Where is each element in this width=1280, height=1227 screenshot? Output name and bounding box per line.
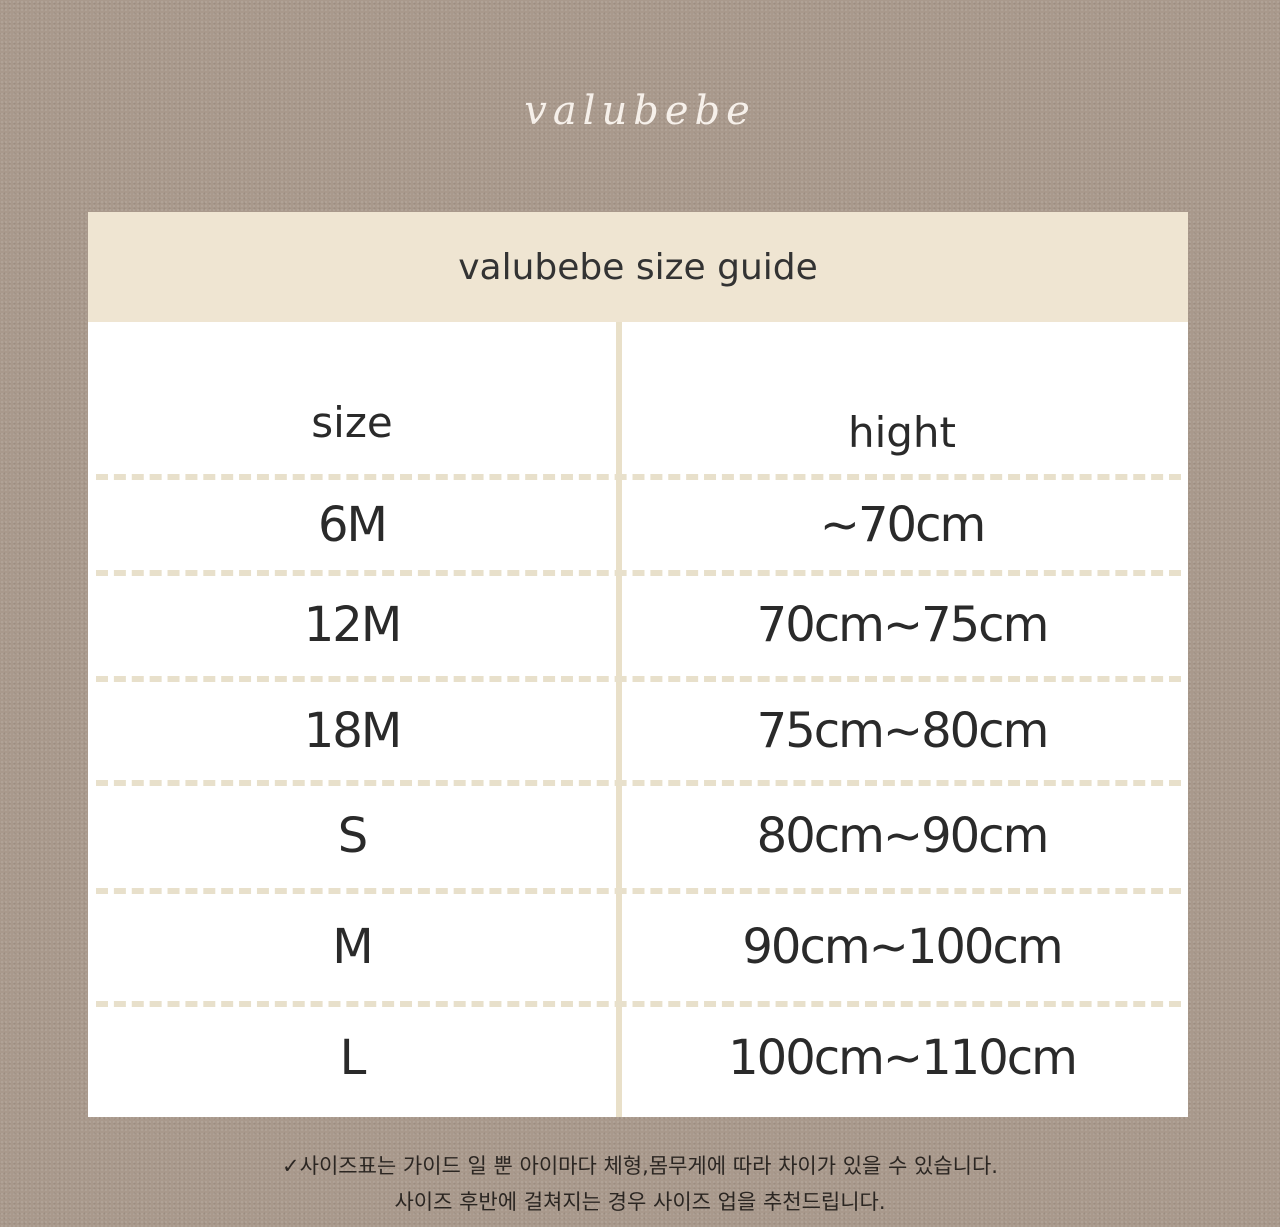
table-row: 12M 70cm~75cm	[88, 574, 1188, 676]
size-guide-table: valubebe size guide size hight 6M ~70cm 1…	[88, 212, 1188, 1117]
height-cell: 90cm~100cm	[742, 919, 1063, 975]
table-row: 18M 75cm~80cm	[88, 680, 1188, 782]
brand-logo: valubebe	[524, 88, 756, 134]
row-separator	[96, 780, 1181, 786]
row-separator	[96, 676, 1181, 682]
height-cell: 70cm~75cm	[756, 597, 1050, 653]
size-cell: S	[337, 808, 368, 864]
height-cell: 80cm~90cm	[756, 808, 1050, 864]
header-row: size hight	[88, 372, 1188, 472]
column-divider	[616, 322, 622, 1117]
size-note: ✓사이즈표는 가이드 일 뿐 아이마다 체형,몸무게에 따라 차이가 있을 수 …	[282, 1154, 998, 1178]
row-separator	[96, 1001, 1181, 1007]
table-row: 6M ~70cm	[88, 478, 1188, 572]
height-cell: 75cm~80cm	[756, 703, 1050, 759]
table-title: valubebe size guide	[88, 212, 1188, 322]
table-row: S 80cm~90cm	[88, 784, 1188, 888]
height-cell: ~70cm	[819, 497, 986, 553]
size-cell: 18M	[303, 703, 403, 759]
size-cell: 6M	[318, 497, 388, 553]
size-header: size	[311, 397, 393, 447]
row-separator	[96, 888, 1181, 894]
row-separator	[96, 570, 1181, 576]
table-row: M 90cm~100cm	[88, 892, 1188, 1002]
size-cell: L	[339, 1030, 367, 1086]
size-cell: 12M	[303, 597, 403, 653]
table-row: L 100cm~110cm	[88, 1005, 1188, 1111]
size-cell: M	[332, 919, 373, 975]
size-recommendation: 사이즈 후반에 걸쳐지는 경우 사이즈 업을 추천드립니다.	[394, 1190, 886, 1214]
row-separator	[96, 474, 1181, 480]
height-header: hight	[847, 407, 957, 457]
height-cell: 100cm~110cm	[728, 1030, 1078, 1086]
